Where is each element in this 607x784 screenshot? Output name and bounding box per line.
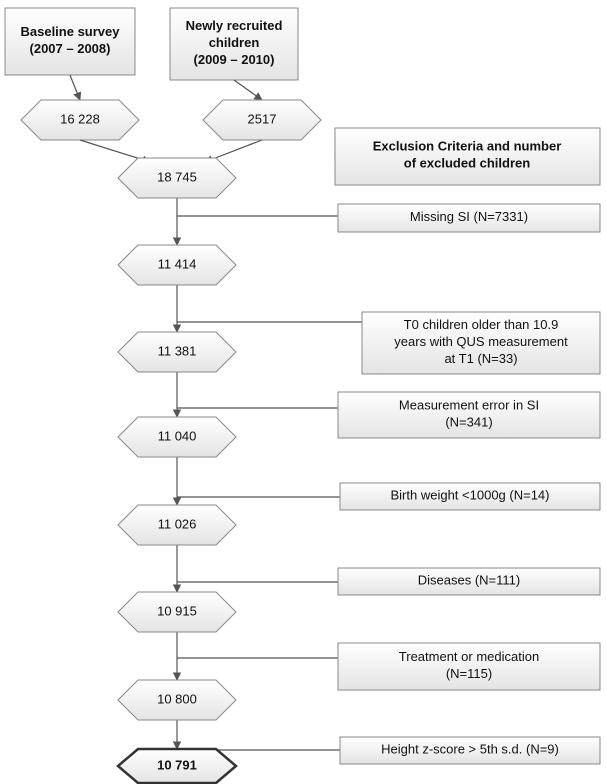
- source-box: [4, 7, 136, 76]
- node-count: 10 915: [157, 603, 197, 618]
- exclusion-box: [337, 567, 601, 596]
- exclusion-box: [337, 203, 601, 233]
- node-shape: [117, 244, 237, 286]
- exclusion-box: [337, 642, 601, 691]
- exclusion-header: [334, 127, 601, 186]
- label-line: children: [209, 35, 260, 50]
- exclusion-box: [361, 311, 601, 375]
- node-count: 11 381: [158, 343, 197, 358]
- node-shape: [202, 99, 322, 141]
- label-line: Exclusion Criteria and number: [373, 139, 562, 154]
- node-shape: [117, 591, 237, 633]
- label-line: Newly recruited: [186, 18, 283, 33]
- node-shape: [20, 99, 140, 141]
- label-line: Treatment or medication: [399, 649, 539, 664]
- label-line: Diseases (N=111): [418, 573, 520, 588]
- label: Diseases (N=111): [418, 573, 520, 588]
- label-line: at T1 (N=33): [444, 351, 517, 366]
- label: Exclusion Criteria and number of excluded…: [373, 139, 562, 171]
- node-shape: [117, 416, 237, 458]
- label: T0 children older than 10.9 years with QU…: [394, 317, 568, 366]
- label: Missing SI (N=7331): [410, 209, 528, 224]
- label-line: Missing SI (N=7331): [410, 209, 528, 224]
- label-line: Baseline survey: [20, 24, 120, 39]
- node-shape: [116, 747, 238, 784]
- label: Measurement error in SI (N=341): [399, 398, 539, 430]
- node-shape: [117, 679, 237, 721]
- label-line: T0 children older than 10.9: [404, 317, 559, 332]
- label-line: (N=115): [446, 666, 492, 681]
- label: Birth weight <1000g (N=14): [391, 488, 550, 503]
- label-line: Height z-score > 5th s.d. (N=9): [381, 742, 559, 757]
- label-line: (2009 – 2010): [194, 52, 275, 67]
- arrow: [233, 79, 263, 101]
- node-count: 11 414: [158, 256, 197, 271]
- label-line: years with QUS measurement: [394, 334, 568, 349]
- label-line: (2007 – 2008): [30, 41, 111, 56]
- arrow: [69, 74, 82, 101]
- node-shape: [117, 157, 237, 199]
- node-count: 18 745: [157, 169, 197, 184]
- node-shape: [117, 504, 237, 546]
- label-line: Measurement error in SI: [399, 398, 539, 413]
- label-line: Birth weight <1000g (N=14): [391, 488, 550, 503]
- label-line: (N=341): [445, 415, 492, 430]
- node-count: 11 026: [158, 516, 197, 531]
- source-box: [169, 7, 299, 81]
- label: Baseline survey (2007 – 2008): [20, 24, 120, 56]
- label-line: of excluded children: [404, 156, 530, 171]
- node-shape: [117, 331, 237, 373]
- label: Newly recruited children (2009 – 2010): [186, 18, 283, 67]
- label: Treatment or medication (N=115): [399, 649, 539, 681]
- exclusion-box: [339, 736, 601, 765]
- exclusion-box: [339, 482, 601, 511]
- node-count: 2517: [248, 111, 277, 126]
- exclusion-box: [337, 391, 601, 439]
- node-count: 10 800: [157, 691, 197, 706]
- node-count: 16 228: [60, 111, 100, 126]
- node-count: 10 791: [157, 757, 197, 772]
- label: Height z-score > 5th s.d. (N=9): [381, 742, 559, 757]
- node-count: 11 040: [158, 428, 197, 443]
